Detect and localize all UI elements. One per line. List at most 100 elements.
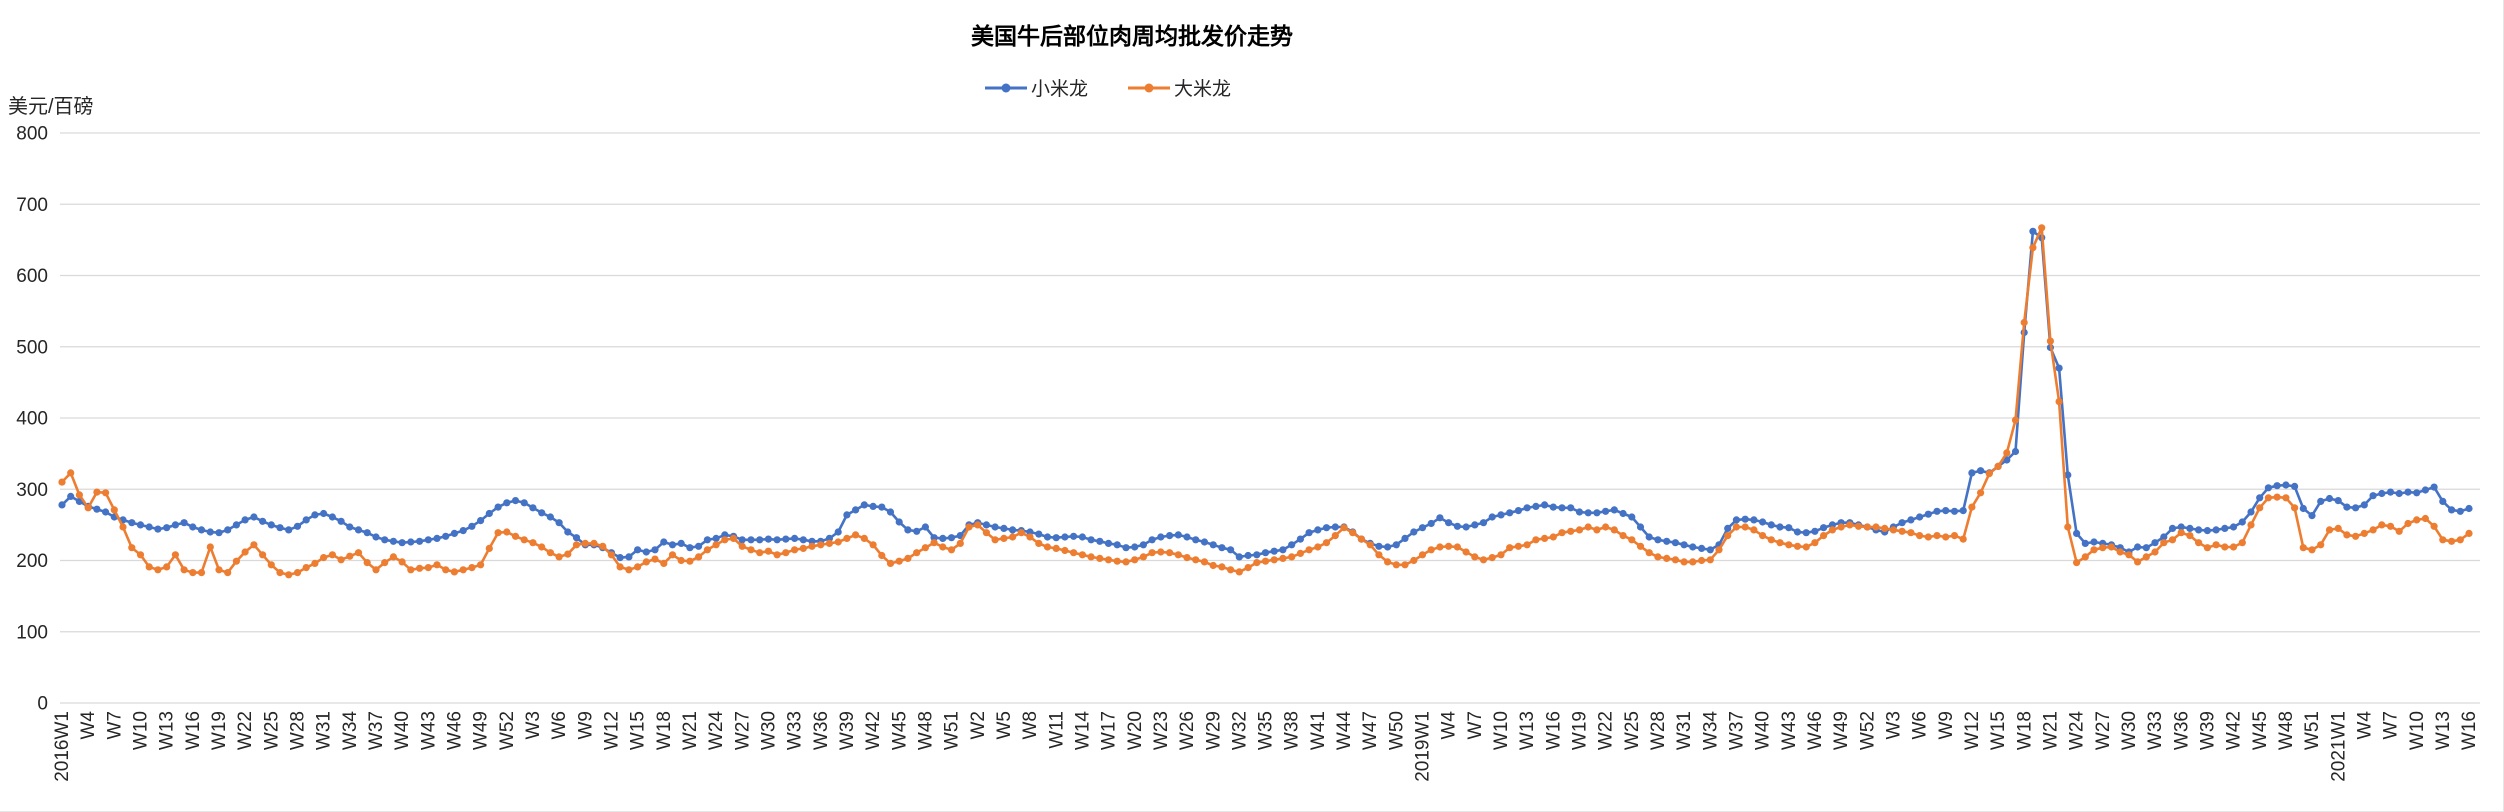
- data-point: [1663, 537, 1671, 545]
- data-point: [1750, 526, 1758, 534]
- data-point: [1314, 526, 1322, 534]
- y-tick-label: 500: [16, 337, 48, 358]
- data-point: [1139, 553, 1147, 561]
- x-tick-label: 2021W1: [2328, 711, 2349, 782]
- data-point: [747, 546, 755, 554]
- data-point: [1122, 558, 1130, 566]
- data-point: [607, 551, 616, 559]
- data-point: [450, 568, 458, 576]
- data-point: [93, 505, 101, 513]
- data-point: [1854, 522, 1863, 530]
- data-point: [921, 523, 930, 531]
- data-point: [2195, 526, 2203, 534]
- data-point: [1026, 533, 1034, 541]
- data-point: [1418, 524, 1427, 532]
- data-point: [511, 497, 520, 505]
- data-point: [2064, 523, 2072, 531]
- data-point: [1828, 526, 1836, 534]
- data-point: [1218, 544, 1226, 552]
- data-point: [1322, 539, 1331, 547]
- data-point: [145, 563, 153, 571]
- x-tick-label: W12: [1962, 711, 1983, 750]
- data-point: [2020, 318, 2028, 327]
- data-point: [904, 554, 912, 563]
- data-point: [276, 569, 284, 577]
- legend-label-1: 大米龙: [1174, 78, 1231, 100]
- y-tick-label: 400: [16, 409, 48, 430]
- x-tick-label: W21: [2040, 711, 2061, 750]
- data-point: [267, 521, 275, 529]
- x-tick-label: W5: [994, 711, 1015, 740]
- data-point: [1558, 504, 1566, 512]
- data-point: [695, 553, 703, 561]
- data-point: [634, 546, 642, 554]
- data-point: [930, 539, 938, 547]
- data-point: [546, 513, 555, 521]
- data-point: [808, 542, 816, 550]
- data-point: [1157, 548, 1165, 556]
- data-point: [1279, 546, 1287, 554]
- data-point: [2343, 531, 2351, 539]
- data-point: [1288, 541, 1296, 549]
- data-point: [1192, 556, 1200, 564]
- data-point: [625, 566, 633, 574]
- data-point: [477, 561, 485, 569]
- data-point: [808, 537, 816, 545]
- data-point: [1122, 544, 1130, 552]
- data-point: [250, 513, 258, 521]
- data-point: [791, 546, 799, 554]
- data-point: [1113, 557, 1121, 565]
- data-point: [1636, 523, 1645, 531]
- data-point: [2404, 488, 2412, 496]
- data-point: [982, 521, 991, 529]
- data-point: [564, 550, 572, 558]
- data-point: [1043, 533, 1052, 541]
- data-point: [1488, 513, 1496, 521]
- x-tick-label: W36: [811, 711, 832, 750]
- data-point: [180, 519, 188, 527]
- data-point: [2369, 526, 2377, 534]
- data-point: [119, 523, 127, 531]
- data-point: [764, 547, 773, 555]
- data-point: [1314, 543, 1322, 551]
- data-point: [2291, 482, 2299, 490]
- data-point: [2325, 494, 2334, 503]
- y-tick-label: 800: [16, 124, 48, 145]
- x-tick-label: W11: [1046, 711, 1067, 749]
- data-point: [1305, 546, 1313, 554]
- x-tick-label: W7: [2381, 711, 2402, 740]
- data-point: [154, 525, 162, 533]
- x-tick-label: W32: [1229, 711, 1250, 750]
- x-tick-label: W39: [837, 711, 858, 750]
- data-point: [782, 535, 790, 543]
- x-tick-label: W18: [654, 711, 675, 750]
- x-tick-label: W39: [2197, 711, 2218, 750]
- data-point: [2229, 523, 2238, 531]
- data-point: [1514, 542, 1522, 550]
- data-point: [2090, 546, 2098, 554]
- x-tick-label: W28: [1648, 711, 1669, 750]
- data-point: [459, 527, 467, 535]
- x-tick-label: W22: [235, 711, 256, 750]
- data-point: [2003, 456, 2011, 464]
- data-point: [2282, 481, 2290, 489]
- data-point: [459, 566, 467, 574]
- data-point: [276, 524, 284, 532]
- data-point: [337, 517, 345, 525]
- data-point: [468, 564, 476, 572]
- data-point: [2317, 497, 2325, 505]
- data-point: [293, 522, 302, 530]
- data-point: [642, 548, 650, 556]
- data-point: [1732, 523, 1740, 531]
- x-tick-label: W37: [1727, 711, 1748, 750]
- data-point: [311, 559, 319, 568]
- data-point: [1331, 532, 1339, 540]
- data-point: [886, 559, 895, 568]
- data-point: [860, 534, 868, 543]
- data-point: [1070, 532, 1078, 540]
- data-point: [2256, 494, 2264, 502]
- data-point: [738, 536, 746, 544]
- data-point: [1104, 539, 1113, 548]
- data-point: [2465, 504, 2473, 513]
- data-point: [1043, 543, 1052, 551]
